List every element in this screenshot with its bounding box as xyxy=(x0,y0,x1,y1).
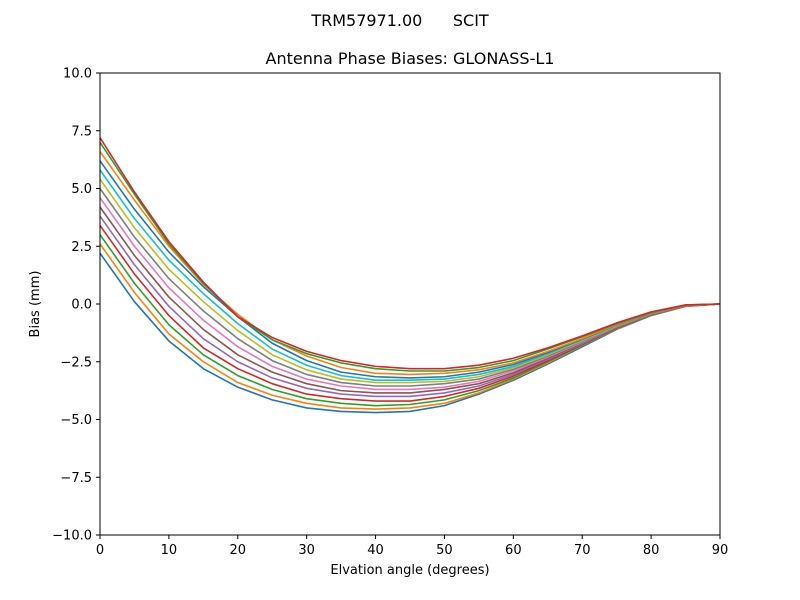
chart-suptitle: TRM57971.00 SCIT xyxy=(310,11,489,30)
x-axis-ticks: 0 10 20 30 40 50 60 70 80 90 xyxy=(96,535,728,558)
y-tick-label: −10.0 xyxy=(52,529,92,544)
x-tick-label: 0 xyxy=(96,543,104,558)
series-line-14 xyxy=(99,137,721,370)
x-tick-label: 80 xyxy=(643,543,660,558)
y-axis-ticks: 10.0 7.5 5.0 2.5 0.0 −2.5 −5.0 −7.5 −10.0 xyxy=(52,67,100,544)
y-tick-label: 7.5 xyxy=(71,124,92,139)
y-tick-label: −7.5 xyxy=(60,471,92,486)
x-axis-label: Elvation angle (degrees) xyxy=(330,563,489,578)
y-tick-label: 10.0 xyxy=(63,67,92,82)
y-tick-label: −5.0 xyxy=(60,413,92,428)
series-layer xyxy=(99,137,721,414)
chart-title: Antenna Phase Biases: GLONASS-L1 xyxy=(266,49,555,68)
x-tick-label: 70 xyxy=(574,543,591,558)
x-tick-label: 90 xyxy=(712,543,729,558)
plot-area xyxy=(100,73,720,535)
x-tick-label: 60 xyxy=(505,543,522,558)
x-tick-label: 50 xyxy=(436,543,453,558)
x-tick-label: 40 xyxy=(367,543,384,558)
x-tick-label: 10 xyxy=(161,543,178,558)
x-tick-label: 20 xyxy=(230,543,247,558)
y-tick-label: 0.0 xyxy=(71,298,92,313)
y-tick-label: −2.5 xyxy=(60,355,92,370)
x-tick-label: 30 xyxy=(298,543,315,558)
y-tick-label: 2.5 xyxy=(71,240,92,255)
y-axis-label: Bias (mm) xyxy=(28,271,43,338)
y-tick-label: 5.0 xyxy=(71,182,92,197)
